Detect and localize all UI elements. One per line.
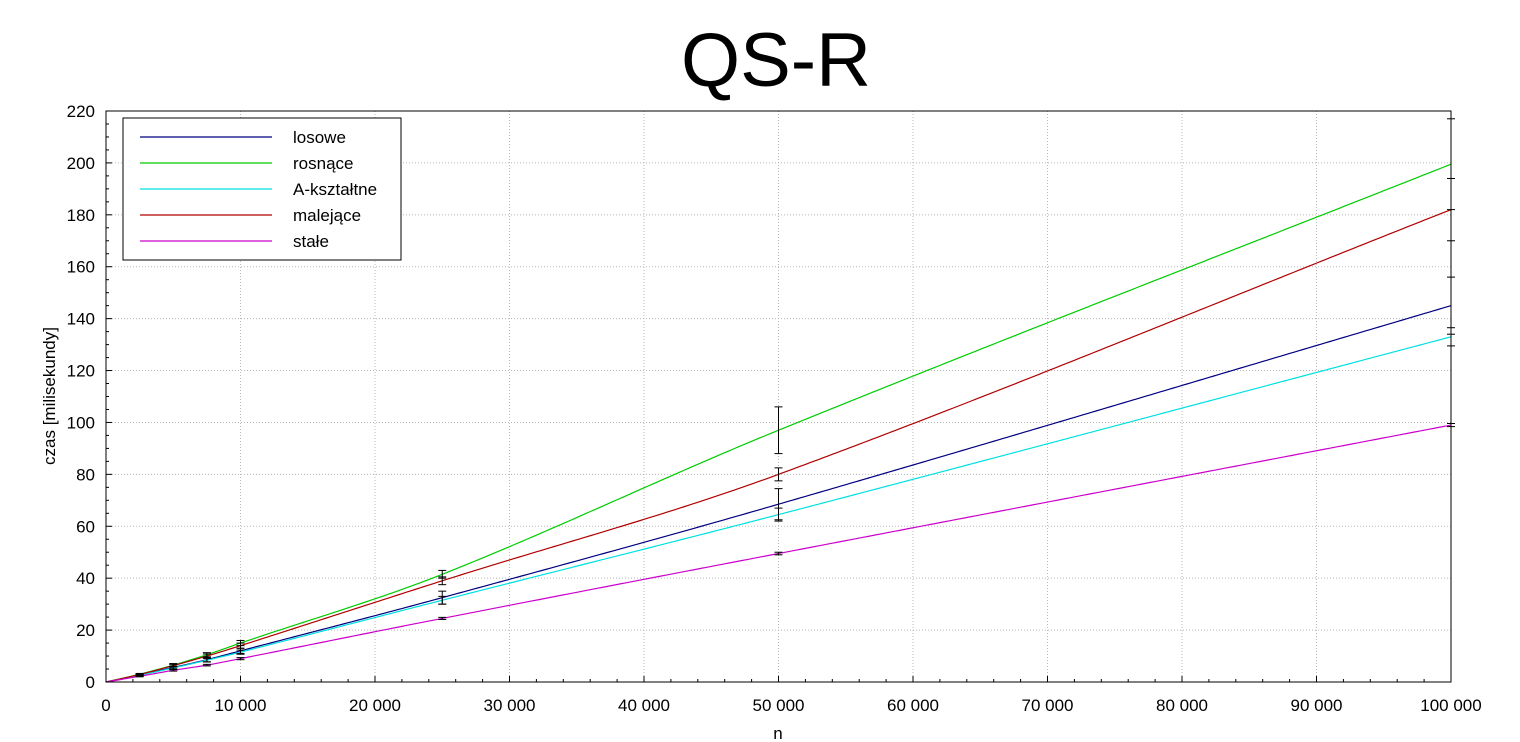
x-axis-label: n [773, 724, 782, 742]
y-tick-label: 160 [67, 258, 95, 277]
x-tick-label: 20 000 [349, 696, 401, 715]
y-tick-label: 60 [76, 517, 95, 536]
x-tick-label: 100 000 [1420, 696, 1481, 715]
legend-label: malejące [293, 206, 361, 225]
y-tick-label: 200 [67, 154, 95, 173]
legend-label: losowe [293, 128, 346, 147]
y-tick-label: 180 [67, 206, 95, 225]
y-tick-label: 80 [76, 465, 95, 484]
y-tick-label: 100 [67, 413, 95, 432]
x-tick-label: 10 000 [215, 696, 267, 715]
x-tick-label: 80 000 [1156, 696, 1208, 715]
y-tick-label: 120 [67, 362, 95, 381]
y-tick-label: 220 [67, 102, 95, 121]
x-tick-label: 70 000 [1022, 696, 1074, 715]
legend-items: losowe rosnące A-kształtne malejące stałe [140, 128, 377, 251]
y-tick-label: 20 [76, 621, 95, 640]
y-tick-label: 140 [67, 310, 95, 329]
x-tick-label: 30 000 [484, 696, 536, 715]
legend-label: rosnące [293, 154, 353, 173]
legend-label: A-kształtne [293, 180, 377, 199]
chart-title: QS-R [681, 18, 871, 103]
legend: losowe rosnące A-kształtne malejące stałe [122, 117, 402, 261]
x-tick-label: 90 000 [1291, 696, 1343, 715]
x-tick-label: 50 000 [753, 696, 805, 715]
tick-layer: 0 10 000 20 000 30 000 40 000 50 000 60 000 70 … [67, 102, 1482, 715]
x-tick-label: 40 000 [618, 696, 670, 715]
legend-label: stałe [293, 232, 329, 251]
y-tick-label: 40 [76, 569, 95, 588]
x-tick-label: 60 000 [887, 696, 939, 715]
y-tick-label: 0 [86, 673, 95, 692]
y-axis-label: czas [milisekundy] [40, 327, 59, 465]
x-tick-label: 0 [101, 696, 110, 715]
